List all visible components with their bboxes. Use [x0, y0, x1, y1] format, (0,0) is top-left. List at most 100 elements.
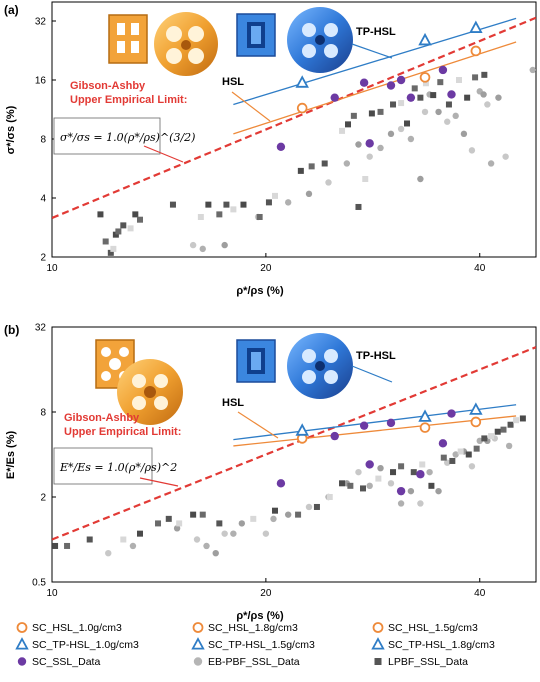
panel-a-lines [52, 16, 536, 220]
lpbf-point [488, 433, 495, 440]
lpbf-point [321, 160, 328, 167]
eb-pbf-point [435, 487, 442, 495]
y-tick-label: 16 [35, 75, 47, 86]
eb-pbf-point [444, 459, 451, 466]
tphsl-point [295, 75, 309, 88]
ssl-point [386, 81, 396, 90]
x-tick-label: 40 [474, 588, 486, 599]
eb-pbf-point [484, 101, 491, 108]
eb-pbf-point [366, 153, 373, 160]
legend-item: SC_TP-HSL_1.5g/cm3 [191, 637, 315, 651]
lpbf-point [494, 428, 501, 435]
panel-b-x-ticks: 10 20 40 [46, 578, 486, 599]
legend-item: EB-PBF_SSL_Data [193, 656, 300, 668]
lpbf-point [417, 94, 424, 101]
lpbf-point [473, 445, 480, 452]
eb-pbf-point [452, 451, 459, 458]
y-tick-label: 4 [40, 193, 46, 204]
lpbf-point [398, 100, 405, 107]
legend-marker [16, 622, 28, 633]
legend-label: SC_SSL_Data [32, 656, 100, 668]
panel-b-lines [52, 346, 536, 541]
legend-label: SC_TP-HSL_1.5g/cm3 [208, 639, 315, 651]
eb-pbf-point [270, 515, 277, 523]
legend-item: SC_SSL_Data [17, 656, 100, 668]
panel-a-points [97, 20, 536, 256]
legend-marker [372, 622, 384, 633]
eb-pbf-point [325, 179, 332, 186]
eb-pbf-point [505, 442, 513, 450]
eb-pbf-point [407, 487, 415, 495]
lpbf-point [97, 211, 104, 218]
lpbf-point [419, 461, 426, 468]
panel-b: (b) 0.5 2 8 32 10 20 40 ρ*/ρs (%) E*/Es (%) [4, 323, 537, 622]
ssl-point [396, 486, 406, 496]
ssl-point [365, 139, 374, 148]
hsl-arrow-a [231, 91, 271, 122]
lpbf-point [481, 435, 488, 442]
panel-b-y-axis-label: E*/Es (%) [5, 431, 17, 480]
gibson-formula-a: σ*/σs = 1.0(ρ*/ρs)^(3/2) [53, 117, 195, 155]
lpbf-point [271, 507, 278, 514]
gibson-ashby-sub-a: Upper Empirical Limit: [70, 94, 187, 106]
eb-pbf-point [407, 135, 415, 143]
eb-pbf-point [221, 241, 228, 249]
eb-pbf-point [105, 549, 112, 557]
lpbf-point [313, 503, 320, 510]
lpbf-point [155, 520, 162, 527]
lpbf-point [350, 112, 357, 119]
eb-pbf-point [529, 66, 536, 74]
tphsl-cell-image-a [236, 7, 353, 73]
lpbf-point [199, 511, 206, 518]
eb-pbf-point [452, 112, 459, 120]
hsl-cell-image-a [108, 12, 218, 76]
y-tick-label: 8 [40, 408, 46, 419]
eb-pbf-point [173, 525, 181, 532]
lpbf-point [127, 225, 134, 232]
eb-pbf-point [355, 141, 362, 148]
lpbf-point [422, 80, 429, 87]
eb-pbf-point [421, 108, 429, 116]
lpbf-point [440, 454, 447, 461]
lpbf-point [165, 515, 172, 522]
eb-pbf-point [355, 468, 362, 476]
lpbf-point [428, 482, 435, 489]
eb-pbf-point [397, 125, 405, 133]
lpbf-point [398, 463, 405, 470]
lpbf-point [216, 520, 223, 527]
lpbf-point [230, 206, 237, 213]
lpbf-point [176, 520, 183, 527]
eb-pbf-point [426, 468, 433, 476]
ssl-point [447, 409, 456, 418]
lpbf-point [362, 176, 369, 183]
ssl-point [447, 90, 456, 99]
legend-marker [17, 657, 27, 666]
eb-pbf-point [129, 542, 137, 550]
eb-pbf-point [502, 153, 509, 160]
lpbf-point [271, 192, 278, 199]
legend: SC_HSL_1.0g/cm3 SC_HSL_1.8g/cm3 SC_HSL_1.5… [15, 622, 495, 668]
hsl-point [419, 422, 431, 433]
y-tick-label: 2 [40, 493, 46, 504]
tphsl-fit-line [233, 404, 517, 441]
lpbf-point [265, 199, 272, 206]
lpbf-point [513, 417, 520, 424]
ssl-point [396, 75, 406, 85]
eb-pbf-point [387, 480, 395, 487]
eb-pbf-point [193, 536, 201, 543]
legend-label: SC_TP-HSL_1.0g/cm3 [32, 639, 139, 651]
lpbf-point [390, 101, 397, 108]
eb-pbf-point [468, 147, 476, 154]
x-tick-label: 20 [260, 588, 272, 599]
lpbf-point [472, 74, 479, 81]
ssl-point [386, 418, 396, 428]
legend-marker [192, 622, 204, 633]
lpbf-point [410, 469, 417, 476]
gibson-formula-b: E*/Es = 1.0(ρ*/ρs)^2 [53, 447, 177, 485]
panel-b-label: (b) [4, 323, 19, 337]
lpbf-point [481, 71, 488, 78]
eb-pbf-point [377, 144, 384, 152]
eb-pbf-point [417, 500, 424, 507]
gibson-arrow-a [143, 145, 184, 163]
